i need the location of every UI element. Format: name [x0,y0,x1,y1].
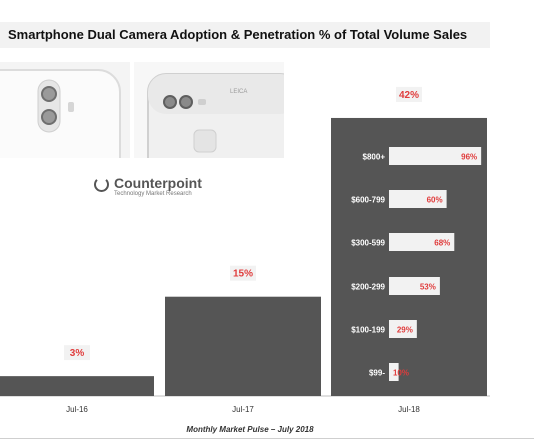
data-label-bg [64,345,90,361]
phone-image-back [0,62,130,158]
bar-Jul-16 [0,376,154,396]
logo-name: Counterpoint [114,175,202,191]
data-label: 42% [399,90,419,101]
segment-bar-$300-599 [389,233,455,251]
x-tick-label: Jul-16 [66,405,88,414]
segment-value-label: 53% [420,283,436,292]
segment-bar-$600-799 [389,190,447,208]
segment-category-label: $600-799 [351,196,385,205]
logo-tagline: Technology Market Research [114,191,192,197]
chart-title-bar: Smartphone Dual Camera Adoption & Penetr… [0,22,490,48]
data-label-bg [396,86,422,102]
data-label: 15% [233,269,253,280]
data-label-bg [230,265,256,281]
segment-bar-$100-199 [389,320,417,338]
bar-Jul-17 [165,296,321,396]
chart-title: Smartphone Dual Camera Adoption & Penetr… [8,27,468,42]
segment-value-label: 68% [434,239,450,248]
logo-mark-icon [94,177,109,192]
x-tick-label: Jul-17 [232,405,254,414]
segment-value-label: 29% [397,326,413,335]
segment-category-label: $300-599 [351,239,385,248]
x-tick-label: Jul-18 [398,405,420,414]
segment-category-label: $100-199 [351,326,385,335]
segment-category-label: $800+ [363,153,386,162]
footer-divider [0,438,534,439]
phone-dual-camera-illustration: LEICA [134,62,284,158]
segment-value-label: 96% [461,153,477,162]
data-label: 3% [70,348,85,359]
segment-value-label: 60% [427,196,443,205]
phone-brand-text: LEICA [230,89,247,95]
segment-bar-$800+ [389,147,482,165]
segment-bar-$99- [389,363,399,381]
segment-category-label: $200-299 [351,283,385,292]
segment-value-label: 10% [393,369,409,378]
footer-text: Monthly Market Pulse – July 2018 [186,425,314,434]
segment-category-label: $99- [369,369,385,378]
phone-image-dual-camera: LEICA [134,62,284,158]
phone-back-illustration [0,62,130,158]
segment-bar-$200-299 [389,277,440,295]
